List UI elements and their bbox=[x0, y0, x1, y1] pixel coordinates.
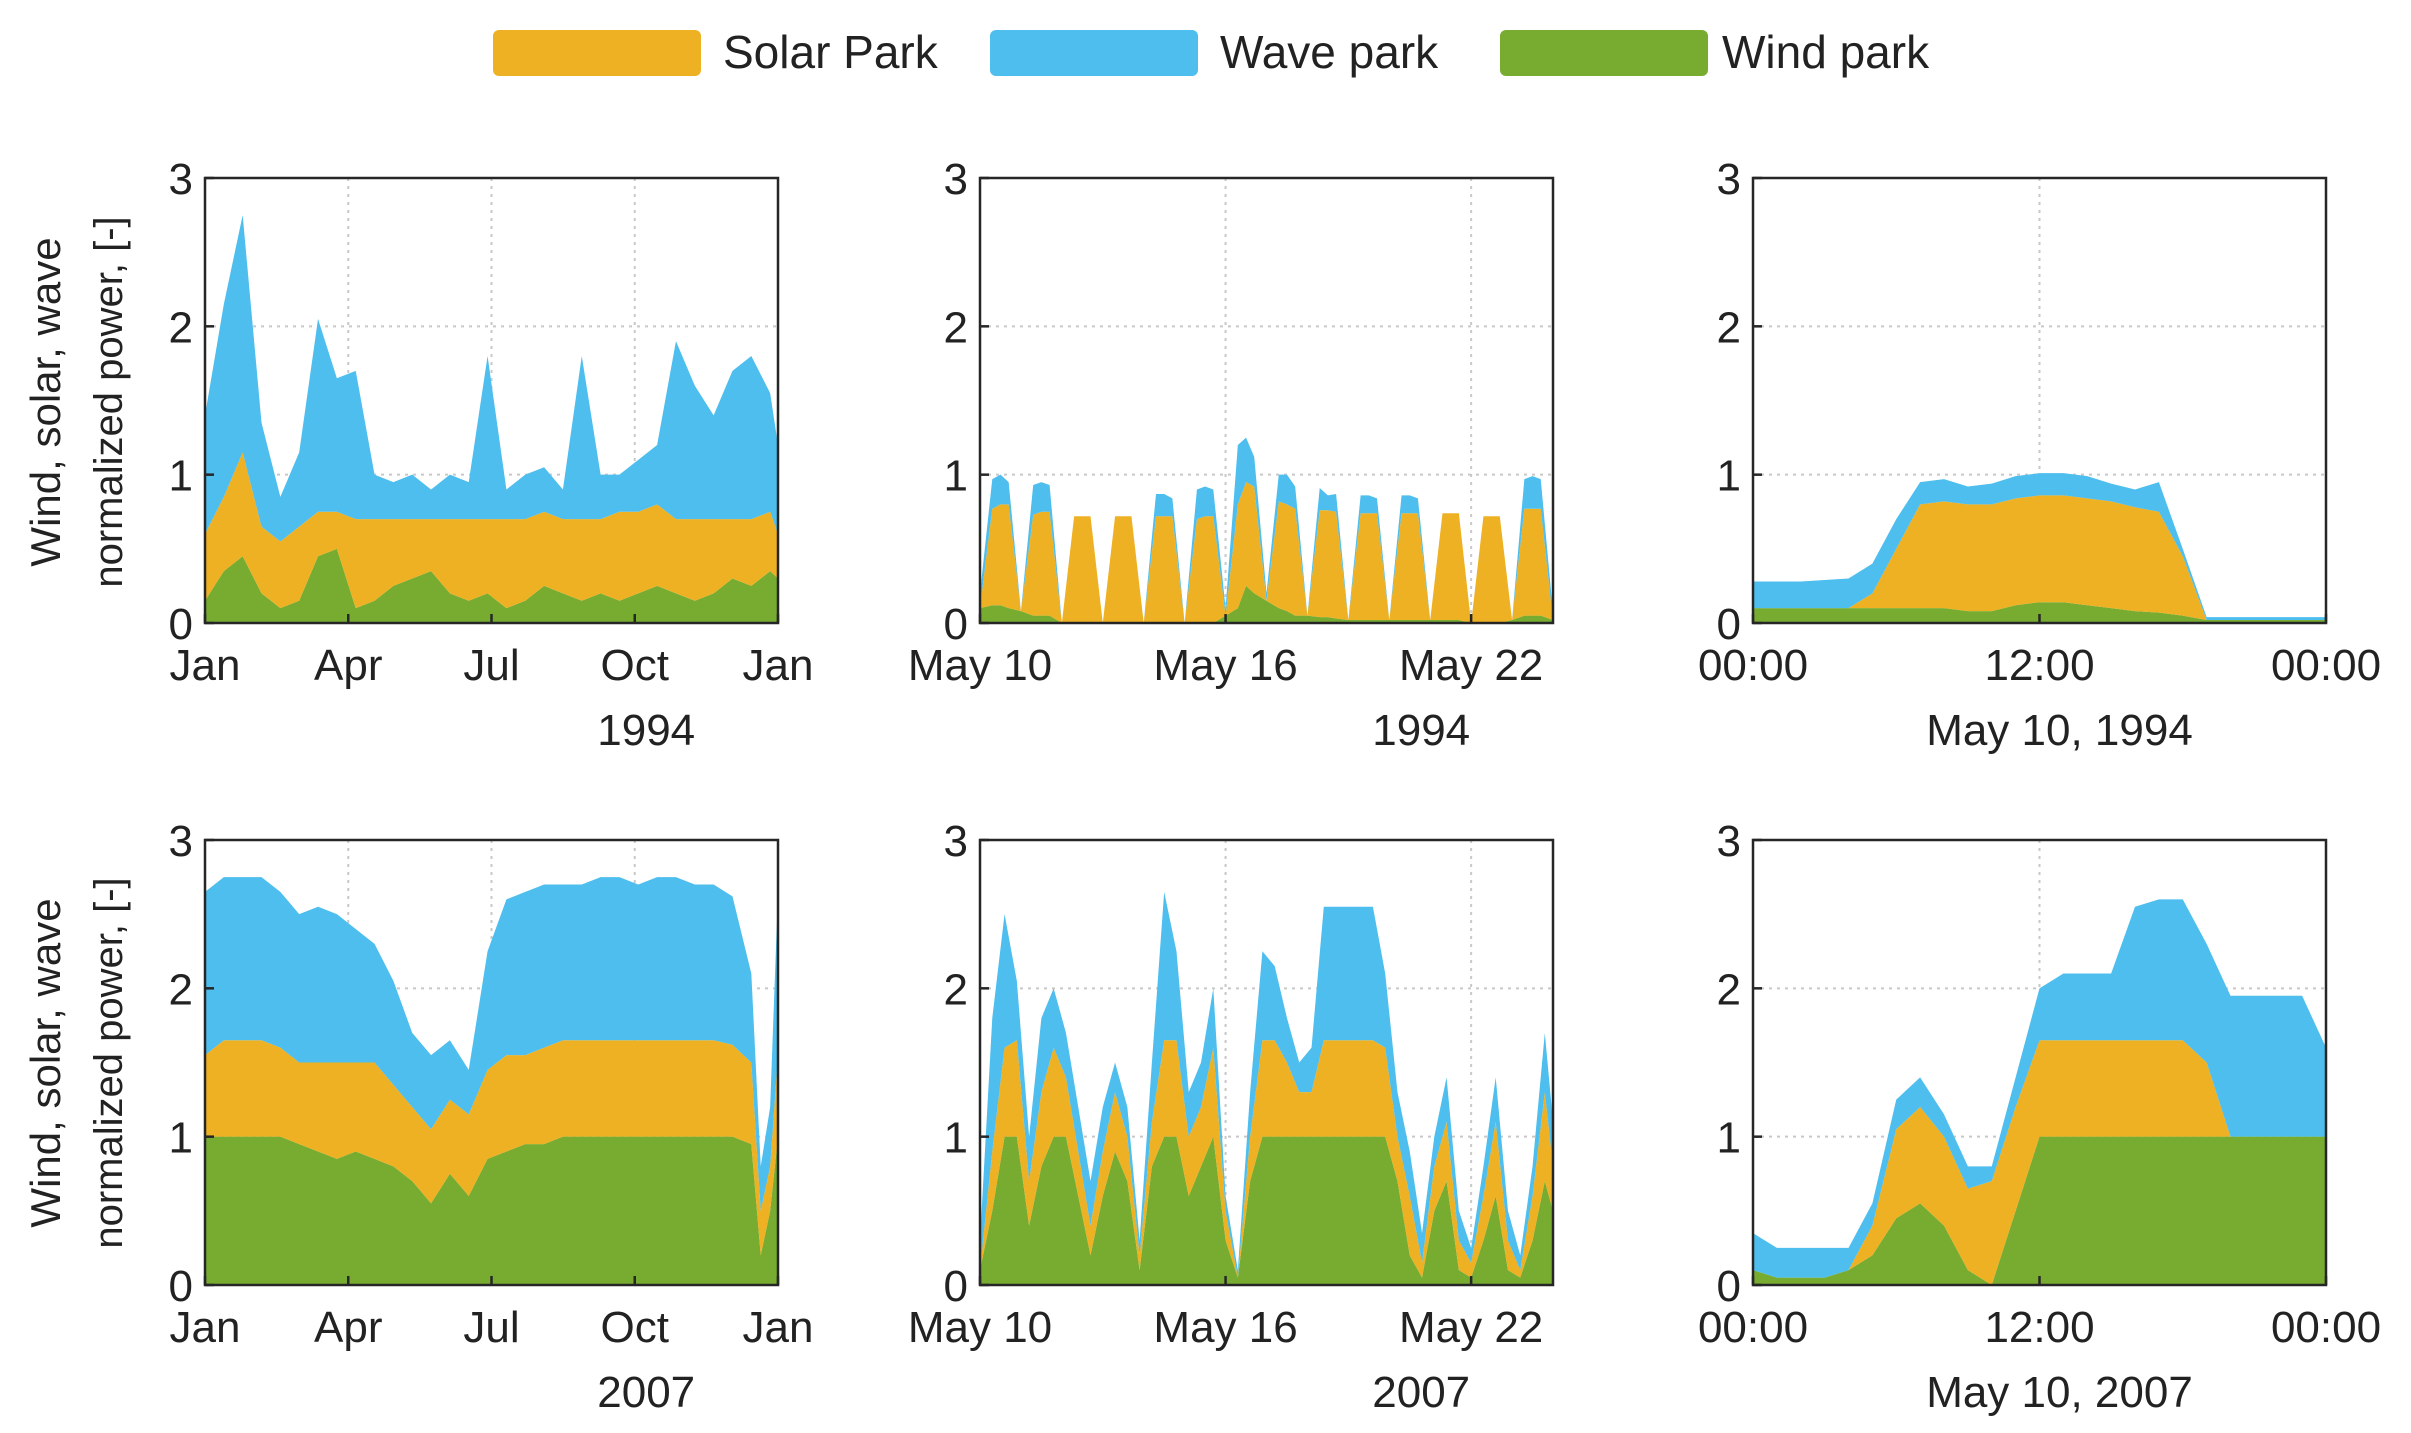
y-tick-label: 3 bbox=[944, 817, 968, 866]
area-wave-park bbox=[1753, 899, 2326, 1278]
x-tick-label: 00:00 bbox=[2271, 1303, 2381, 1352]
area-solar-park bbox=[205, 452, 778, 609]
x-tick-label: May 22 bbox=[1399, 1303, 1543, 1352]
y-tick-label: 3 bbox=[1717, 817, 1741, 866]
x-tick-label: Jul bbox=[463, 1303, 519, 1352]
x-axis-label: 2007 bbox=[1372, 1368, 1470, 1417]
x-axis-label: May 10, 2007 bbox=[1926, 1368, 2193, 1417]
x-tick-label: 12:00 bbox=[1984, 1303, 2094, 1352]
area-wind-park bbox=[1753, 1136, 2326, 1285]
area-wind-park bbox=[980, 585, 1553, 623]
legend-label-wave-park: Wave park bbox=[1220, 26, 1439, 78]
legend: Solar Park Wave park Wind park bbox=[493, 26, 1930, 78]
area-solar-park bbox=[205, 1040, 778, 1256]
area-wind-park bbox=[1753, 602, 2326, 623]
x-tick-label: Jan bbox=[743, 641, 814, 690]
y-tick-label: 3 bbox=[1717, 155, 1741, 204]
y-tick-label: 3 bbox=[169, 155, 193, 204]
x-tick-label: May 10 bbox=[908, 1303, 1052, 1352]
area-wave-park bbox=[205, 215, 778, 542]
y-tick-label: 2 bbox=[944, 303, 968, 352]
x-axis-label: 2007 bbox=[597, 1368, 695, 1417]
legend-label-solar-park: Solar Park bbox=[723, 26, 939, 78]
y-tick-label: 2 bbox=[169, 965, 193, 1014]
x-tick-label: Jan bbox=[170, 1303, 241, 1352]
x-tick-label: May 16 bbox=[1153, 1303, 1297, 1352]
chart-panel-3: 0 1 2 3 00:00 12:00 00:00 May 10, 1994 bbox=[1698, 155, 2381, 755]
area-solar-park bbox=[980, 482, 1553, 623]
y-label-line1: Wind, solar, wave bbox=[22, 898, 69, 1227]
y-tick-label: 1 bbox=[944, 1114, 968, 1163]
x-tick-label: Apr bbox=[314, 1303, 382, 1352]
x-tick-label: Jan bbox=[170, 641, 241, 690]
chart-panel-2: 0 1 2 3 May 10 May 16 May 22 1994 bbox=[908, 155, 1555, 755]
area-wind-park bbox=[205, 1136, 778, 1285]
x-tick-label: Oct bbox=[601, 641, 669, 690]
x-tick-label: May 22 bbox=[1399, 641, 1543, 690]
x-tick-label: May 10 bbox=[908, 641, 1052, 690]
y-tick-label: 0 bbox=[169, 600, 193, 649]
y-tick-label: 1 bbox=[169, 1114, 193, 1163]
area-wave-park bbox=[205, 877, 778, 1211]
area-wave-park bbox=[980, 891, 1553, 1278]
y-tick-label: 2 bbox=[1717, 303, 1741, 352]
y-tick-label: 0 bbox=[1717, 600, 1741, 649]
y-tick-label: 0 bbox=[1717, 1262, 1741, 1311]
chart-panel-1: 0 1 2 3 Jan Apr Jul Oct Jan 1994 bbox=[169, 155, 814, 755]
x-axis-label: May 10, 1994 bbox=[1926, 706, 2193, 755]
area-wave-park bbox=[1753, 473, 2326, 621]
legend-swatch-solar-park bbox=[493, 30, 701, 76]
area-wind-park bbox=[980, 1136, 1553, 1285]
x-tick-label: 00:00 bbox=[1698, 1303, 1808, 1352]
area-solar-park bbox=[980, 1040, 1553, 1278]
y-tick-label: 0 bbox=[169, 1262, 193, 1311]
y-label-line2: normalized power, [-] bbox=[87, 216, 131, 587]
area-wind-park bbox=[205, 548, 778, 623]
y-axis-label-top: Wind, solar, wave normalized power, [-] bbox=[22, 216, 131, 587]
x-tick-label: 00:00 bbox=[1698, 641, 1808, 690]
y-tick-label: 1 bbox=[1717, 1114, 1741, 1163]
x-axis-label: 1994 bbox=[597, 706, 695, 755]
axes-box bbox=[978, 838, 1555, 1287]
x-tick-label: 00:00 bbox=[2271, 641, 2381, 690]
chart-panels: 0 1 2 3 Jan Apr Jul Oct Jan 1994 0 1 2 3 May 10 May 16 M… bbox=[169, 155, 2382, 1417]
y-tick-label: 0 bbox=[944, 600, 968, 649]
y-axis-label-bottom: Wind, solar, wave normalized power, [-] bbox=[22, 877, 131, 1248]
area-solar-park bbox=[1753, 495, 2326, 621]
y-tick-label: 2 bbox=[944, 965, 968, 1014]
y-tick-label: 1 bbox=[1717, 452, 1741, 501]
y-tick-label: 3 bbox=[944, 155, 968, 204]
legend-swatch-wind-park bbox=[1500, 30, 1708, 76]
y-tick-label: 2 bbox=[1717, 965, 1741, 1014]
x-tick-label: Apr bbox=[314, 641, 382, 690]
x-tick-label: Oct bbox=[601, 1303, 669, 1352]
y-tick-label: 1 bbox=[169, 452, 193, 501]
y-tick-label: 1 bbox=[944, 452, 968, 501]
x-tick-label: Jul bbox=[463, 641, 519, 690]
legend-label-wind-park: Wind park bbox=[1722, 26, 1930, 78]
chart-panel-6: 0 1 2 3 00:00 12:00 00:00 May 10, 2007 bbox=[1698, 817, 2381, 1417]
y-label-line2: normalized power, [-] bbox=[87, 877, 131, 1248]
legend-swatch-wave-park bbox=[990, 30, 1198, 76]
x-axis-label: 1994 bbox=[1372, 706, 1470, 755]
y-tick-label: 0 bbox=[944, 1262, 968, 1311]
x-tick-label: Jan bbox=[743, 1303, 814, 1352]
y-tick-label: 2 bbox=[169, 303, 193, 352]
y-tick-label: 3 bbox=[169, 817, 193, 866]
area-solar-park bbox=[1753, 1040, 2326, 1285]
chart-panel-4: 0 1 2 3 Jan Apr Jul Oct Jan 2007 bbox=[169, 817, 814, 1417]
y-label-line1: Wind, solar, wave bbox=[22, 237, 69, 566]
x-tick-label: 12:00 bbox=[1984, 641, 2094, 690]
x-tick-label: May 16 bbox=[1153, 641, 1297, 690]
chart-panel-5: 0 1 2 3 May 10 May 16 May 22 2007 bbox=[908, 817, 1555, 1417]
axes-box bbox=[978, 176, 1555, 625]
